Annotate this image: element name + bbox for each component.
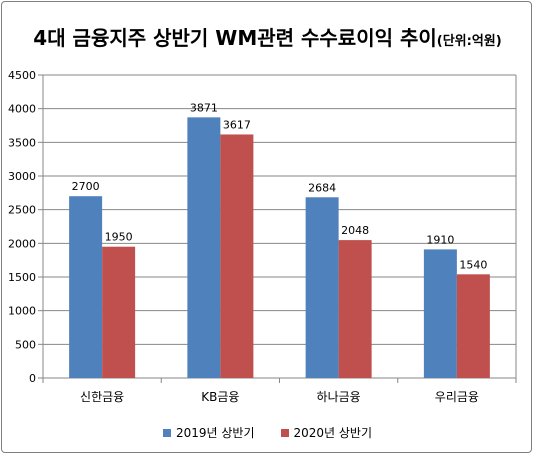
bar bbox=[423, 249, 457, 378]
legend-label-2020: 2020년 상반기 bbox=[293, 426, 373, 440]
data-label: 1950 bbox=[105, 231, 133, 244]
data-label: 2700 bbox=[72, 180, 100, 193]
y-tick-label: 2000 bbox=[8, 237, 36, 250]
data-label: 1910 bbox=[426, 233, 454, 246]
y-tick-label: 1000 bbox=[8, 305, 36, 318]
bar bbox=[187, 117, 221, 379]
y-tick-label: 4500 bbox=[8, 69, 36, 82]
chart-unit-note: (단위:억원) bbox=[436, 34, 502, 49]
data-label: 2684 bbox=[308, 181, 336, 194]
y-tick-label: 3500 bbox=[8, 136, 36, 149]
legend-item-2019: 2019년 상반기 bbox=[162, 424, 255, 441]
chart-title-main: 4대 금융지주 상반기 WM관련 수수료이익 추이 bbox=[33, 26, 437, 50]
x-category-label: 우리금융 bbox=[435, 390, 479, 404]
legend-swatch-2020 bbox=[280, 428, 289, 437]
x-category-label: 신한금융 bbox=[80, 390, 124, 404]
bar bbox=[305, 197, 339, 378]
bar bbox=[338, 240, 372, 378]
legend-item-2020: 2020년 상반기 bbox=[280, 424, 373, 441]
bar bbox=[456, 274, 490, 378]
legend-swatch-2019 bbox=[162, 428, 171, 437]
bar bbox=[220, 134, 254, 378]
data-label: 2048 bbox=[341, 224, 369, 237]
legend-label-2019: 2019년 상반기 bbox=[175, 426, 255, 440]
bar bbox=[102, 246, 136, 378]
y-tick-label: 4000 bbox=[8, 103, 36, 116]
y-tick-label: 2500 bbox=[8, 204, 36, 217]
y-tick-label: 3000 bbox=[8, 170, 36, 183]
y-tick-label: 0 bbox=[29, 372, 36, 385]
data-label: 1540 bbox=[459, 258, 487, 271]
data-label: 3871 bbox=[190, 101, 218, 114]
data-label: 3617 bbox=[223, 118, 251, 131]
x-category-label: KB금융 bbox=[201, 390, 239, 404]
bar bbox=[69, 196, 103, 378]
chart-title: 4대 금융지주 상반기 WM관련 수수료이익 추이(단위:억원) bbox=[0, 22, 535, 51]
x-category-label: 하나금융 bbox=[317, 390, 361, 404]
y-tick-label: 1500 bbox=[8, 271, 36, 284]
legend: 2019년 상반기 2020년 상반기 bbox=[0, 424, 535, 441]
y-tick-label: 500 bbox=[15, 338, 36, 351]
